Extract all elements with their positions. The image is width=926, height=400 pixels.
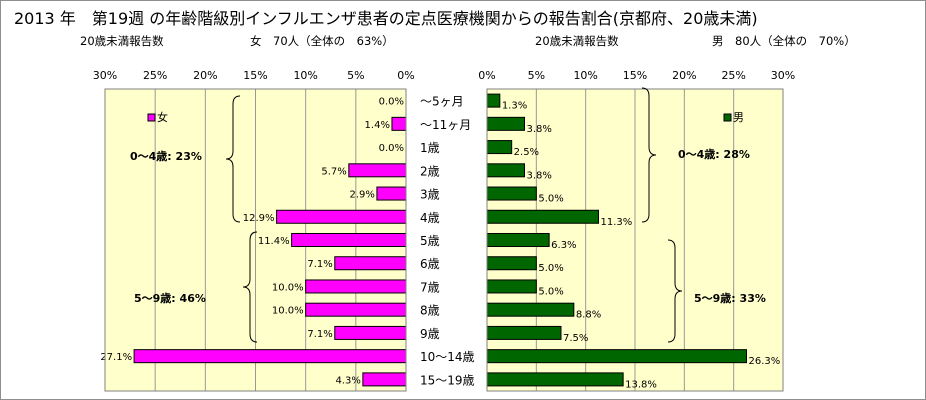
female-data-label: 5.7%: [321, 166, 346, 177]
female-bar: [334, 256, 407, 271]
female-brace-0-4: [225, 95, 241, 223]
male-data-label: 11.3%: [600, 217, 632, 228]
male-bar: [486, 279, 537, 294]
female-axis-tick-label: 25%: [143, 69, 167, 82]
male-bar: [486, 140, 513, 155]
male-bar: [486, 116, 525, 131]
age-category-label: 8歳: [420, 304, 440, 318]
male-data-label: 26.3%: [748, 356, 780, 367]
male-data-label: 13.8%: [625, 379, 657, 390]
chart-title: 2013 年 第19週 の年齢階級別インフルエンザ患者の定点医療機関からの報告割…: [14, 9, 758, 28]
female-data-label: 27.1%: [100, 352, 132, 363]
male-bar: [486, 163, 525, 178]
female-data-label: 2.9%: [349, 190, 374, 201]
age-category-label: 4歳: [420, 211, 440, 225]
female-legend-swatch: [147, 113, 156, 122]
male-data-label: 7.5%: [563, 333, 588, 344]
female-data-label: 4.3%: [335, 375, 360, 386]
female-data-label: 11.4%: [258, 236, 290, 247]
male-axis-tick-label: 25%: [721, 69, 745, 82]
male-axis-tick-label: 0%: [478, 69, 495, 82]
male-bar: [486, 209, 599, 224]
female-data-label: 10.0%: [272, 282, 304, 293]
male-bar: [486, 256, 537, 271]
age-category-label: 7歳: [420, 280, 440, 294]
male-count-header-value: 男 80人（全体の 70%）: [712, 34, 856, 48]
female-data-label: 12.9%: [243, 213, 275, 224]
male-brace-5-9: [667, 239, 683, 343]
male-axis-tick-label: 10%: [573, 69, 597, 82]
female-bar: [391, 116, 407, 131]
age-category-label: 1歳: [420, 141, 440, 155]
female-data-label: 7.1%: [307, 259, 332, 270]
female-bar: [276, 209, 407, 224]
male-data-label: 2.5%: [514, 147, 539, 158]
female-axis-tick-label: 10%: [293, 69, 317, 82]
female-axis-tick-label: 15%: [243, 69, 267, 82]
male-data-label: 5.0%: [538, 194, 563, 205]
female-axis-tick-label: 5%: [347, 69, 364, 82]
female-data-label: 10.0%: [272, 306, 304, 317]
age-category-label: 5歳: [420, 234, 440, 248]
male-legend-swatch: [723, 113, 732, 122]
male-brace-0-4: [641, 87, 657, 223]
age-category-label: 9歳: [420, 327, 440, 341]
male-legend-label: 男: [733, 111, 744, 124]
female-bar: [376, 186, 407, 201]
female-legend-label: 女: [157, 110, 168, 124]
male-bar: [486, 233, 550, 247]
male-plot-border: [486, 88, 784, 392]
female-plot-border: [104, 88, 407, 392]
female-bar: [348, 163, 407, 178]
female-data-label: 7.1%: [307, 329, 332, 340]
female-data-label: 0.0%: [379, 97, 404, 108]
female-bar: [291, 233, 407, 247]
age-category-label: 2歳: [420, 164, 440, 178]
male-bar: [486, 302, 575, 317]
age-category-label: ～5ヶ月: [420, 95, 464, 109]
female-brace-5-9: [242, 231, 258, 343]
age-category-label: 3歳: [420, 188, 440, 202]
male-axis-tick-label: 30%: [771, 69, 795, 82]
female-data-label: 1.4%: [365, 120, 390, 131]
male-group-0-4-total: 0～4歳: 28%: [678, 147, 750, 161]
female-axis-tick-label: 0%: [397, 69, 414, 82]
female-bar: [133, 349, 407, 364]
age-category-label: 6歳: [420, 257, 440, 271]
female-bar: [334, 325, 407, 340]
female-count-header-label: 20歳未満報告数: [80, 34, 164, 48]
male-data-label: 5.0%: [538, 263, 563, 274]
male-axis-tick-label: 5%: [528, 69, 545, 82]
female-count-header-value: 女 70人（全体の 63%）: [250, 34, 394, 48]
male-bar: [486, 372, 624, 387]
male-axis-tick-label: 15%: [623, 69, 647, 82]
male-data-label: 3.8%: [526, 124, 551, 135]
male-data-label: 6.3%: [551, 240, 576, 251]
male-count-header-label: 20歳未満報告数: [535, 34, 619, 48]
female-bar: [305, 279, 407, 294]
male-bar: [486, 325, 562, 340]
male-bar: [486, 186, 537, 201]
female-data-label: 0.0%: [379, 143, 404, 154]
age-category-label: 10～14歳: [420, 350, 475, 364]
age-category-label: ～11ヶ月: [420, 118, 471, 132]
female-axis-tick-label: 30%: [93, 69, 117, 82]
age-category-label: 15～19歳: [420, 373, 475, 387]
male-bar: [486, 349, 747, 364]
male-axis-tick-label: 20%: [672, 69, 696, 82]
male-data-label: 1.3%: [502, 101, 527, 112]
female-bar: [362, 372, 407, 387]
female-group-5-9-total: 5～9歳: 46%: [134, 291, 206, 305]
male-data-label: 5.0%: [538, 286, 563, 297]
female-axis-tick-label: 20%: [193, 69, 217, 82]
male-bar: [486, 93, 501, 108]
male-data-label: 3.8%: [526, 170, 551, 181]
female-group-0-4-total: 0～4歳: 23%: [130, 149, 202, 163]
male-data-label: 8.8%: [576, 310, 601, 321]
female-bar: [305, 302, 407, 317]
male-group-5-9-total: 5～9歳: 33%: [694, 291, 766, 305]
